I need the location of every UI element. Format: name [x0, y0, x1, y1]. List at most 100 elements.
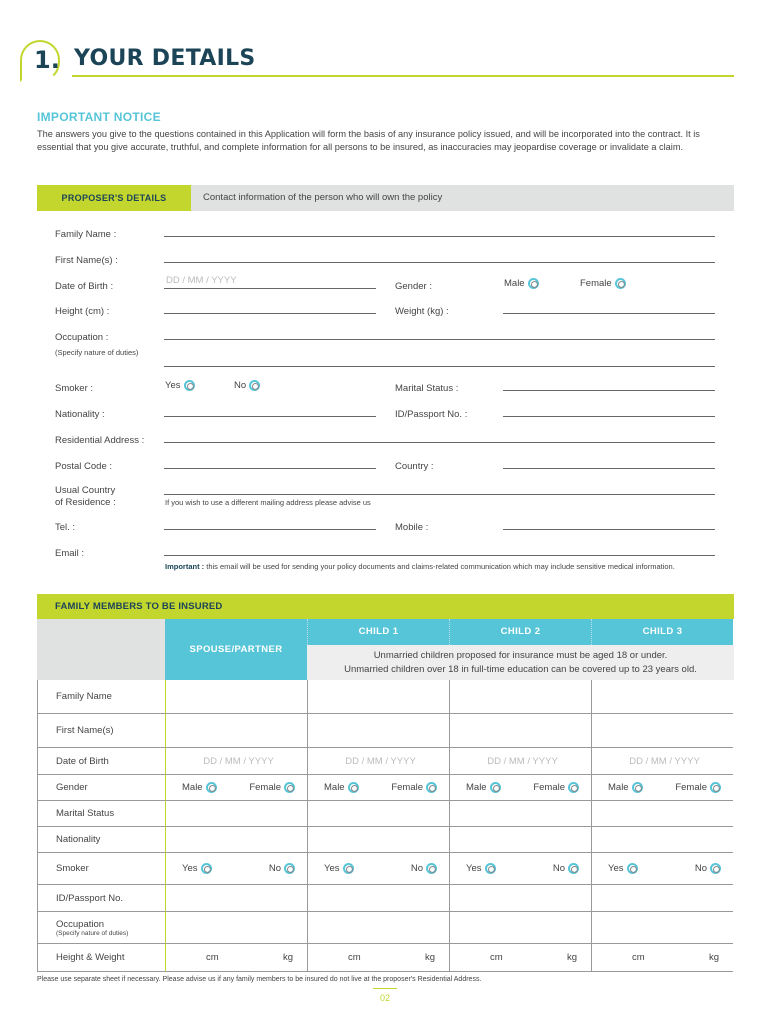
radio-icon[interactable]	[183, 380, 195, 391]
radio-icon[interactable]	[426, 862, 437, 874]
email-field[interactable]	[164, 555, 715, 556]
radio-icon[interactable]	[284, 781, 295, 793]
gender-male-option[interactable]: Male	[504, 278, 539, 289]
child-3-smoker-cell[interactable]: Yes No	[591, 853, 733, 885]
child-1-marital-cell[interactable]	[307, 801, 449, 827]
spouse-passport-cell[interactable]	[165, 885, 307, 912]
spouse-nationality-cell[interactable]	[165, 827, 307, 853]
radio-icon[interactable]	[527, 278, 539, 289]
postal-label: Postal Code :	[55, 461, 113, 472]
spouse-smoker-no-option[interactable]: No	[269, 862, 295, 874]
first-names-field[interactable]	[164, 262, 715, 263]
child-2-female-option[interactable]: Female	[533, 781, 579, 793]
child-1-smoker-yes-option[interactable]: Yes	[324, 862, 354, 874]
spouse-female-option[interactable]: Female	[249, 781, 295, 793]
spouse-smoker-yes-option[interactable]: Yes	[182, 862, 212, 874]
child-1-first-names-cell[interactable]	[307, 714, 449, 748]
email-important: Important :	[165, 562, 205, 571]
child-1-male-option[interactable]: Male	[324, 781, 359, 793]
child-2-nationality-cell[interactable]	[449, 827, 591, 853]
spouse-smoker-cell[interactable]: Yes No	[165, 853, 307, 885]
child-2-male-option[interactable]: Male	[466, 781, 501, 793]
radio-icon[interactable]	[342, 862, 354, 874]
radio-icon[interactable]	[710, 781, 721, 793]
address-field[interactable]	[164, 442, 715, 443]
child-3-nationality-cell[interactable]	[591, 827, 733, 853]
child-1-female-option[interactable]: Female	[391, 781, 437, 793]
child-2-marital-cell[interactable]	[449, 801, 591, 827]
radio-icon[interactable]	[568, 781, 579, 793]
child-1-family-name-cell[interactable]	[307, 680, 449, 714]
child-3-passport-cell[interactable]	[591, 885, 733, 912]
usual-country-field[interactable]	[164, 494, 715, 495]
child-3-height-weight-cell[interactable]: cm kg	[591, 944, 733, 972]
child-3-male-option[interactable]: Male	[608, 781, 643, 793]
smoker-yes-option[interactable]: Yes	[165, 380, 195, 391]
tel-field[interactable]	[164, 529, 376, 530]
spouse-dob-cell[interactable]: DD / MM / YYYY	[165, 748, 307, 775]
spouse-family-name-cell[interactable]	[165, 680, 307, 714]
child-3-occupation-cell[interactable]	[591, 912, 733, 944]
smoker-no-option[interactable]: No	[234, 380, 261, 391]
child-2-dob-cell[interactable]: DD / MM / YYYY	[449, 748, 591, 775]
postal-field[interactable]	[164, 468, 376, 469]
radio-icon[interactable]	[284, 862, 295, 874]
gender-female-option[interactable]: Female	[580, 278, 626, 289]
child-1-smoker-cell[interactable]: Yes No	[307, 853, 449, 885]
child-3-female-option[interactable]: Female	[675, 781, 721, 793]
child-2-smoker-cell[interactable]: Yes No	[449, 853, 591, 885]
child-3-dob-cell[interactable]: DD / MM / YYYY	[591, 748, 733, 775]
child-1-nationality-cell[interactable]	[307, 827, 449, 853]
family-name-field[interactable]	[164, 236, 715, 237]
child-1-gender-cell[interactable]: Male Female	[307, 775, 449, 801]
child-1-passport-cell[interactable]	[307, 885, 449, 912]
child-1-smoker-no-option[interactable]: No	[411, 862, 437, 874]
dob-field[interactable]	[164, 288, 376, 289]
passport-field[interactable]	[503, 416, 715, 417]
child-1-height-weight-cell[interactable]: cm kg	[307, 944, 449, 972]
spouse-first-names-cell[interactable]	[165, 714, 307, 748]
radio-icon[interactable]	[710, 862, 721, 874]
radio-icon[interactable]	[205, 781, 217, 793]
radio-icon[interactable]	[489, 781, 501, 793]
child-2-family-name-cell[interactable]	[449, 680, 591, 714]
child-2-passport-cell[interactable]	[449, 885, 591, 912]
nationality-field[interactable]	[164, 416, 376, 417]
child-1-dob-cell[interactable]: DD / MM / YYYY	[307, 748, 449, 775]
radio-icon[interactable]	[626, 862, 638, 874]
child-2-height-weight-cell[interactable]: cm kg	[449, 944, 591, 972]
marital-field[interactable]	[503, 390, 715, 391]
height-field[interactable]	[164, 313, 376, 314]
child-2-first-names-cell[interactable]	[449, 714, 591, 748]
dob-label: Date of Birth :	[55, 281, 114, 292]
child-3-smoker-yes-option[interactable]: Yes	[608, 862, 638, 874]
child-3-marital-cell[interactable]	[591, 801, 733, 827]
child-2-smoker-no-option[interactable]: No	[553, 862, 579, 874]
occupation-field[interactable]	[164, 339, 715, 340]
country-field[interactable]	[503, 468, 715, 469]
occupation-field-2[interactable]	[164, 366, 715, 367]
child-2-smoker-yes-option[interactable]: Yes	[466, 862, 496, 874]
spouse-marital-cell[interactable]	[165, 801, 307, 827]
radio-icon[interactable]	[249, 380, 261, 391]
radio-icon[interactable]	[484, 862, 496, 874]
child-3-first-names-cell[interactable]	[591, 714, 733, 748]
radio-icon[interactable]	[568, 862, 579, 874]
radio-icon[interactable]	[426, 781, 437, 793]
weight-field[interactable]	[503, 313, 715, 314]
radio-icon[interactable]	[614, 278, 626, 289]
spouse-height-weight-cell[interactable]: cm kg	[165, 944, 307, 972]
spouse-male-option[interactable]: Male	[182, 781, 217, 793]
child-2-occupation-cell[interactable]	[449, 912, 591, 944]
child-3-family-name-cell[interactable]	[591, 680, 733, 714]
radio-icon[interactable]	[347, 781, 359, 793]
child-3-smoker-no-option[interactable]: No	[695, 862, 721, 874]
radio-icon[interactable]	[631, 781, 643, 793]
child-1-occupation-cell[interactable]	[307, 912, 449, 944]
spouse-gender-cell[interactable]: Male Female	[165, 775, 307, 801]
spouse-occupation-cell[interactable]	[165, 912, 307, 944]
radio-icon[interactable]	[200, 862, 212, 874]
mobile-field[interactable]	[503, 529, 715, 530]
child-3-gender-cell[interactable]: Male Female	[591, 775, 733, 801]
child-2-gender-cell[interactable]: Male Female	[449, 775, 591, 801]
